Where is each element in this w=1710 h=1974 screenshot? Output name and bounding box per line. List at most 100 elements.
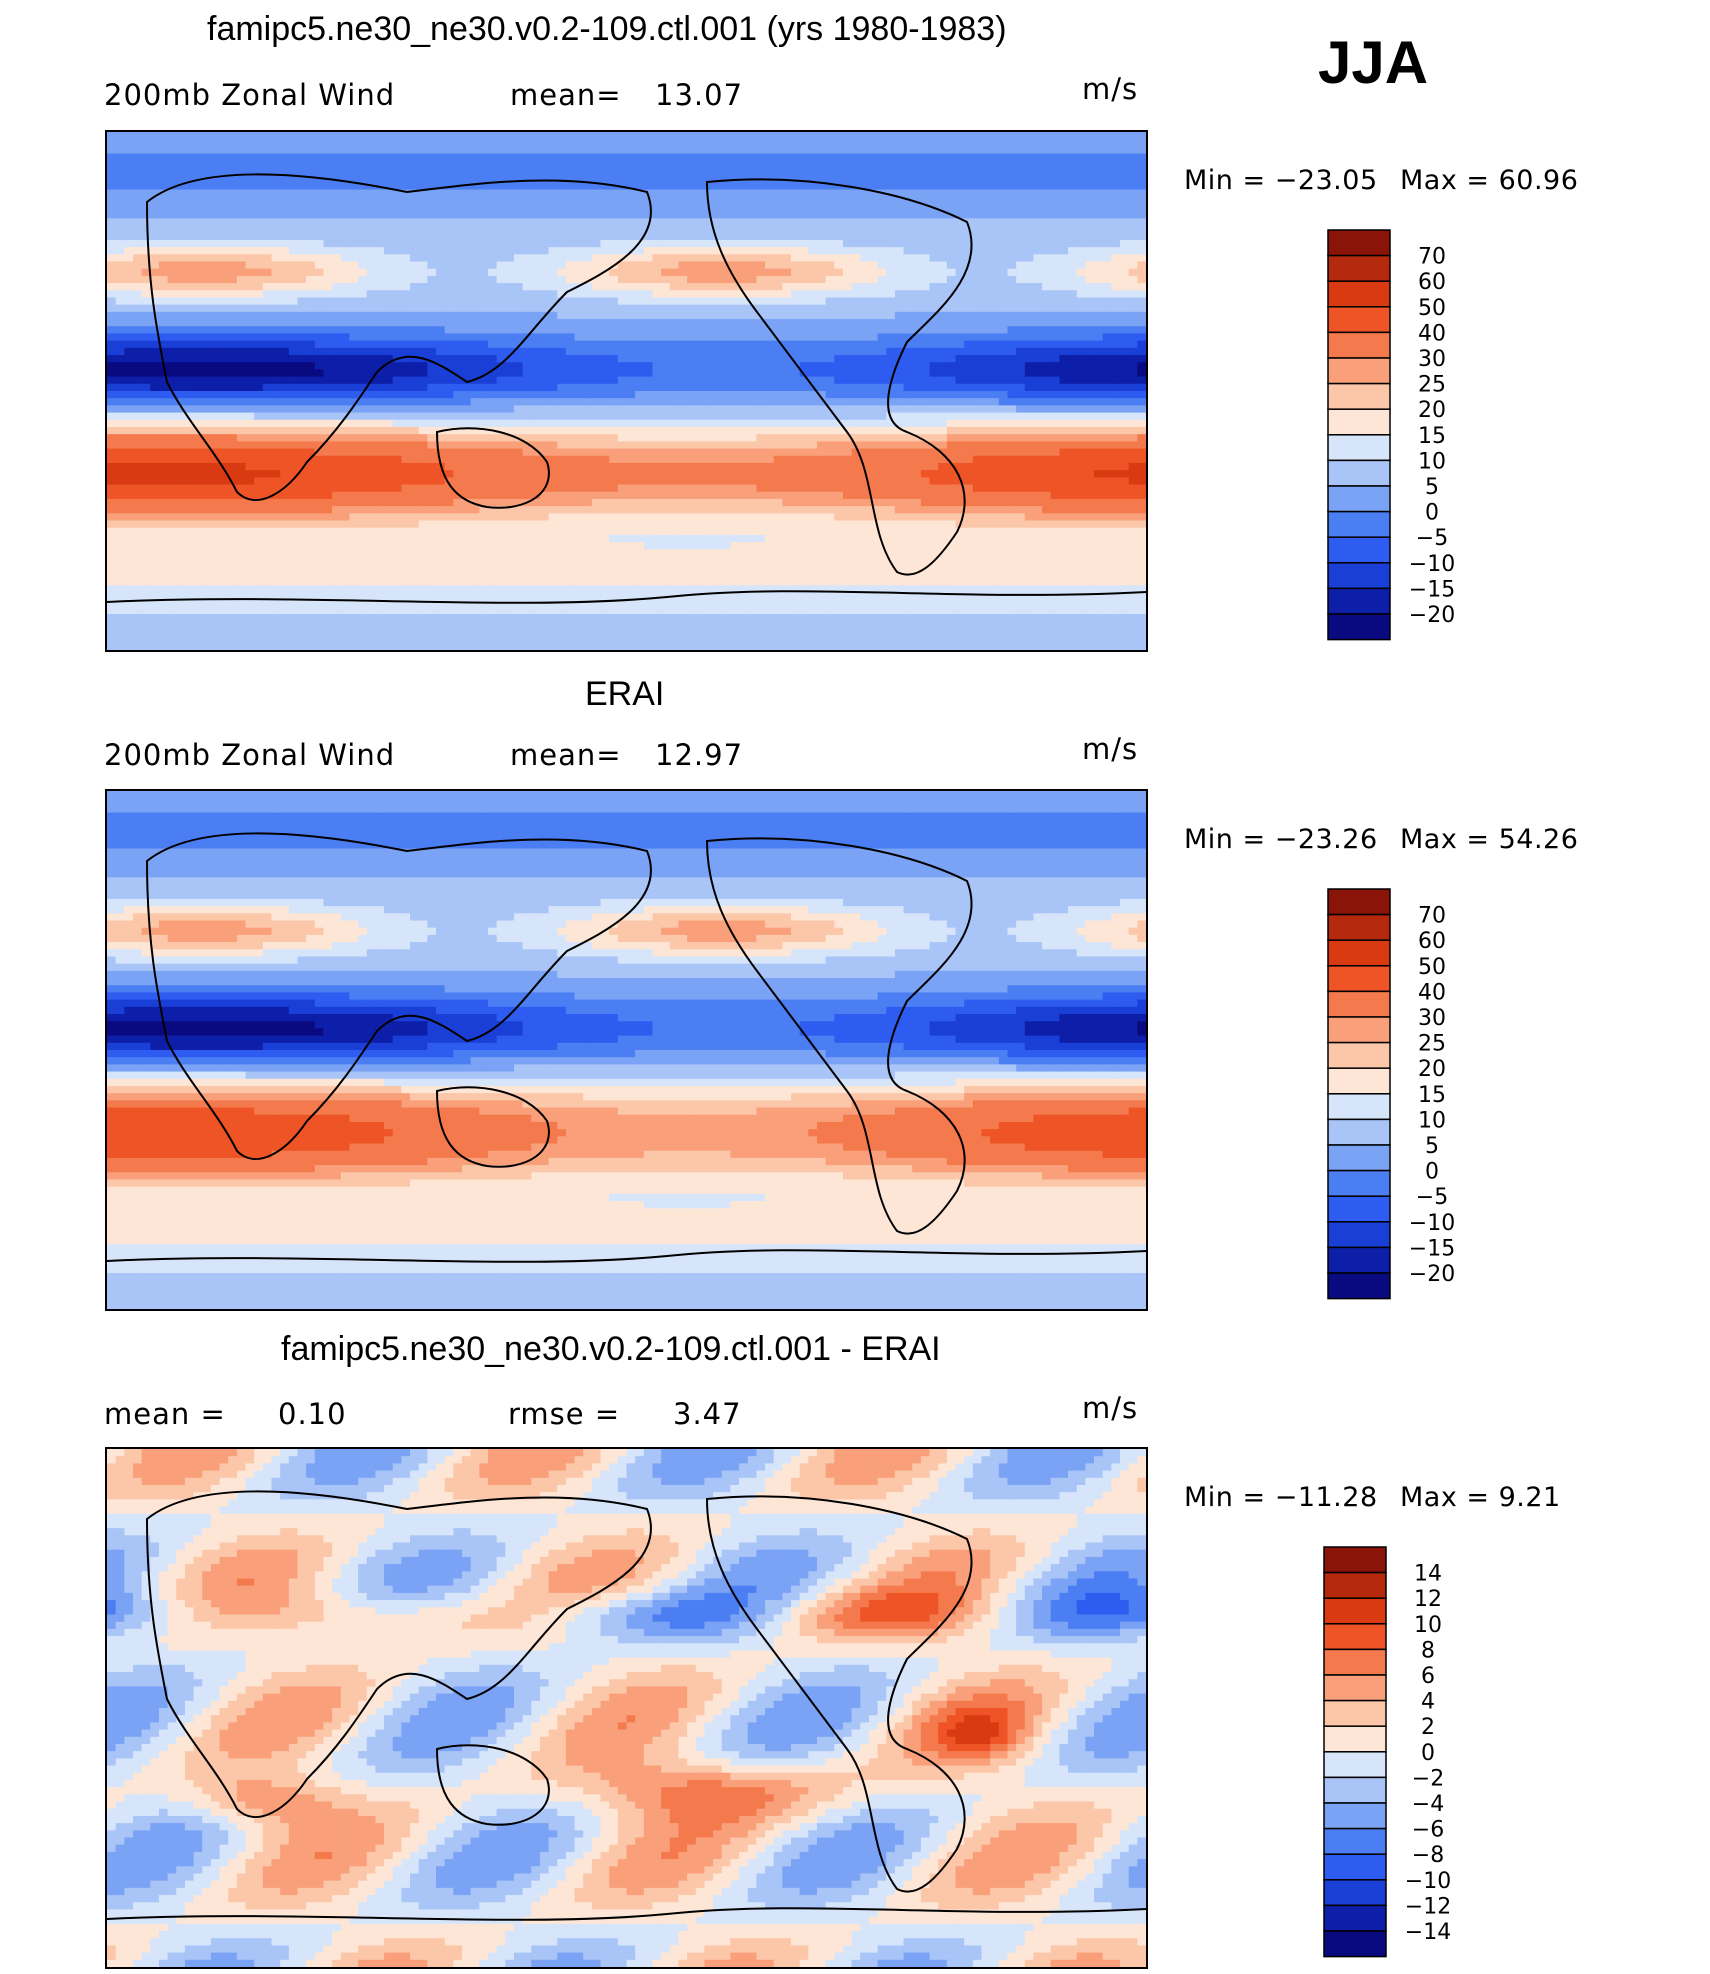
colorbar-tick-label: 8: [1421, 1638, 1435, 1663]
colorbar-tick-label: 50: [1418, 296, 1446, 321]
colorbar-tick-label: −6: [1412, 1818, 1444, 1843]
panel1-contour-field: [107, 132, 1146, 650]
panel3-rmse-value: 3.47: [673, 1397, 742, 1431]
colorbar-box: [1324, 1701, 1386, 1727]
panel3-title: famipc5.ne30_ne30.v0.2-109.ctl.001 - ERA…: [281, 1330, 941, 1369]
colorbar-box: [1328, 409, 1390, 435]
colorbar-box: [1324, 1726, 1386, 1752]
colorbar-box: [1328, 1145, 1390, 1171]
colorbar-box: [1324, 1931, 1386, 1957]
colorbar-svg: 70605040302520151050−5−10−15−20: [1328, 889, 1488, 1303]
colorbar-tick-label: 6: [1421, 1664, 1435, 1689]
panel2-max: Max = 54.26: [1400, 824, 1578, 855]
colorbar-tick-label: 5: [1425, 1134, 1439, 1159]
colorbar-box: [1328, 1222, 1390, 1248]
panel1-units: m/s: [1082, 72, 1138, 106]
colorbar-box: [1328, 435, 1390, 461]
colorbar-box: [1328, 1017, 1390, 1043]
panel2-mean-value: 12.97: [655, 738, 743, 772]
colorbar-box: [1328, 1043, 1390, 1069]
panel2-variable-label: 200mb Zonal Wind: [104, 738, 395, 772]
colorbar-tick-label: 0: [1425, 1160, 1439, 1185]
panel2-map: [105, 789, 1148, 1311]
panel1-title: famipc5.ne30_ne30.v0.2-109.ctl.001 (yrs …: [207, 10, 1007, 49]
colorbar-tick-label: −4: [1412, 1792, 1444, 1817]
panel3-mean-value: 0.10: [278, 1397, 347, 1431]
colorbar-box: [1324, 1905, 1386, 1931]
panel3-min: Min = −11.28: [1184, 1482, 1378, 1513]
colorbar-tick-label: 30: [1418, 347, 1446, 372]
panel3-max: Max = 9.21: [1400, 1482, 1561, 1513]
colorbar-box: [1328, 332, 1390, 358]
colorbar-svg: 70605040302520151050−5−10−15−20: [1328, 230, 1488, 644]
panel2-mean-label: mean=: [510, 738, 622, 772]
colorbar-tick-label: 50: [1418, 955, 1446, 980]
colorbar-tick-label: −15: [1409, 577, 1455, 602]
panel2-min: Min = −23.26: [1184, 824, 1378, 855]
colorbar-tick-label: 14: [1414, 1562, 1442, 1587]
colorbar-tick-label: 70: [1418, 245, 1446, 270]
panel1-variable-label: 200mb Zonal Wind: [104, 78, 395, 112]
colorbar-box: [1328, 1068, 1390, 1094]
panel1-min: Min = −23.05: [1184, 165, 1378, 196]
colorbar-box: [1324, 1649, 1386, 1675]
panel1-map: [105, 130, 1148, 652]
panel2-title: ERAI: [585, 675, 664, 714]
colorbar-tick-label: 4: [1421, 1690, 1435, 1715]
colorbar-box: [1328, 460, 1390, 486]
colorbar-box: [1328, 307, 1390, 333]
colorbar-box: [1328, 940, 1390, 966]
colorbar-box: [1328, 256, 1390, 282]
panel3-map: [105, 1447, 1148, 1969]
colorbar-box: [1328, 281, 1390, 307]
colorbar-tick-label: 10: [1414, 1613, 1442, 1638]
colorbar-tick-label: 10: [1418, 449, 1446, 474]
colorbar-box: [1328, 230, 1390, 256]
colorbar-box: [1328, 966, 1390, 992]
colorbar-tick-label: −8: [1412, 1843, 1444, 1868]
colorbar-box: [1328, 358, 1390, 384]
colorbar-tick-label: 40: [1418, 980, 1446, 1005]
colorbar-tick-label: 12: [1414, 1587, 1442, 1612]
colorbar-box: [1328, 537, 1390, 563]
colorbar-tick-label: 5: [1425, 475, 1439, 500]
colorbar-box: [1328, 486, 1390, 512]
colorbar-tick-label: 40: [1418, 321, 1446, 346]
panel2-units: m/s: [1082, 732, 1138, 766]
colorbar-box: [1328, 915, 1390, 941]
colorbar-box: [1328, 1094, 1390, 1120]
panel3-colorbar: 14 12 10 8 6 4 2 0 −2 −4 −6 −8 −10 −12 −14: [1324, 1547, 1484, 1961]
colorbar-tick-label: 60: [1418, 929, 1446, 954]
colorbar-tick-label: −14: [1405, 1920, 1451, 1945]
colorbar-box: [1328, 991, 1390, 1017]
colorbar-tick-label: 20: [1418, 1057, 1446, 1082]
colorbar-box: [1324, 1854, 1386, 1880]
colorbar-tick-label: −20: [1409, 603, 1455, 628]
colorbar-box: [1324, 1547, 1386, 1573]
colorbar-tick-label: −5: [1416, 1185, 1448, 1210]
colorbar-box: [1324, 1752, 1386, 1778]
colorbar-box: [1328, 1119, 1390, 1145]
colorbar-box: [1328, 614, 1390, 640]
colorbar-box: [1324, 1573, 1386, 1599]
colorbar-tick-label: 15: [1418, 1083, 1446, 1108]
panel2-contour-field: [107, 791, 1146, 1309]
colorbar-tick-label: 15: [1418, 424, 1446, 449]
panel3-mean-label: mean =: [104, 1397, 226, 1431]
colorbar-box: [1328, 384, 1390, 410]
colorbar-box: [1328, 889, 1390, 915]
season-label: JJA: [1318, 28, 1428, 97]
colorbar-tick-label: 25: [1418, 1032, 1446, 1057]
colorbar-tick-label: 10: [1418, 1108, 1446, 1133]
colorbar-box: [1328, 1273, 1390, 1299]
colorbar-tick-label: 25: [1418, 373, 1446, 398]
colorbar-box: [1324, 1803, 1386, 1829]
colorbar-box: [1328, 1171, 1390, 1197]
colorbar-box: [1328, 1196, 1390, 1222]
colorbar-tick-label: 70: [1418, 904, 1446, 929]
colorbar-box: [1328, 512, 1390, 538]
colorbar-tick-label: 60: [1418, 270, 1446, 295]
colorbar-tick-label: −10: [1409, 552, 1455, 577]
panel3-contour-field: [107, 1449, 1146, 1967]
